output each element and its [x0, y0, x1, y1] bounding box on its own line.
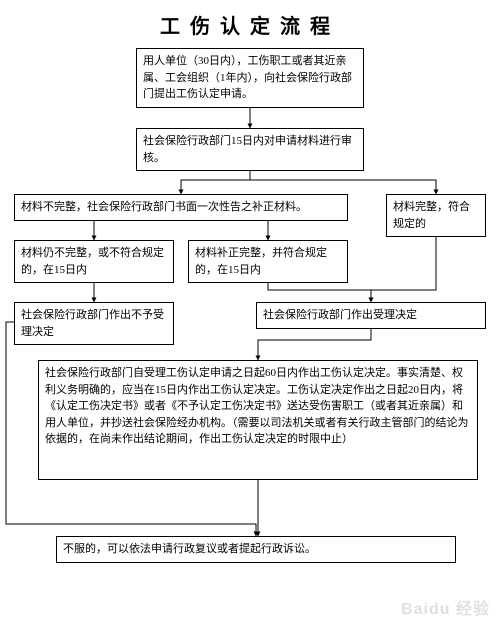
flow-node-n2: 社会保险行政部门15日内对申请材料进行审核。	[136, 128, 364, 171]
flow-node-n6: 材料完整，符合规定的	[386, 194, 486, 237]
flow-node-n9: 社会保险行政部门自受理工伤认定申请之日起60日内作出工伤认定决定。事实清楚、权利…	[38, 360, 478, 480]
flow-edge-6	[268, 280, 371, 302]
flow-node-n4: 材料仍不完整，或不符合规定的，在15日内	[14, 240, 174, 283]
flow-node-n1: 用人单位（30日内），工伤职工或者其近亲属、工会组织（1年内），向社会保险行政部…	[136, 48, 364, 108]
flow-node-n7: 社会保险行政部门作出不予受理决定	[14, 302, 174, 345]
flow-edge-2	[250, 168, 436, 194]
watermark: Baidu 经验	[401, 595, 490, 619]
flow-edge-7	[371, 236, 436, 302]
flow-node-n10: 不服的，可以依法申请行政复议或者提起行政诉讼。	[56, 536, 456, 563]
flow-edge-1	[181, 168, 250, 194]
page-title: 工伤认定流程	[0, 0, 500, 45]
flow-node-n3: 材料不完整，社会保险行政部门书面一次性告之补正材料。	[14, 194, 348, 221]
flow-node-n8: 社会保险行政部门作出受理决定	[256, 302, 486, 329]
flow-node-n5: 材料补正完整，并符合规定的，在15日内	[188, 240, 348, 283]
flow-edge-9	[258, 326, 371, 360]
